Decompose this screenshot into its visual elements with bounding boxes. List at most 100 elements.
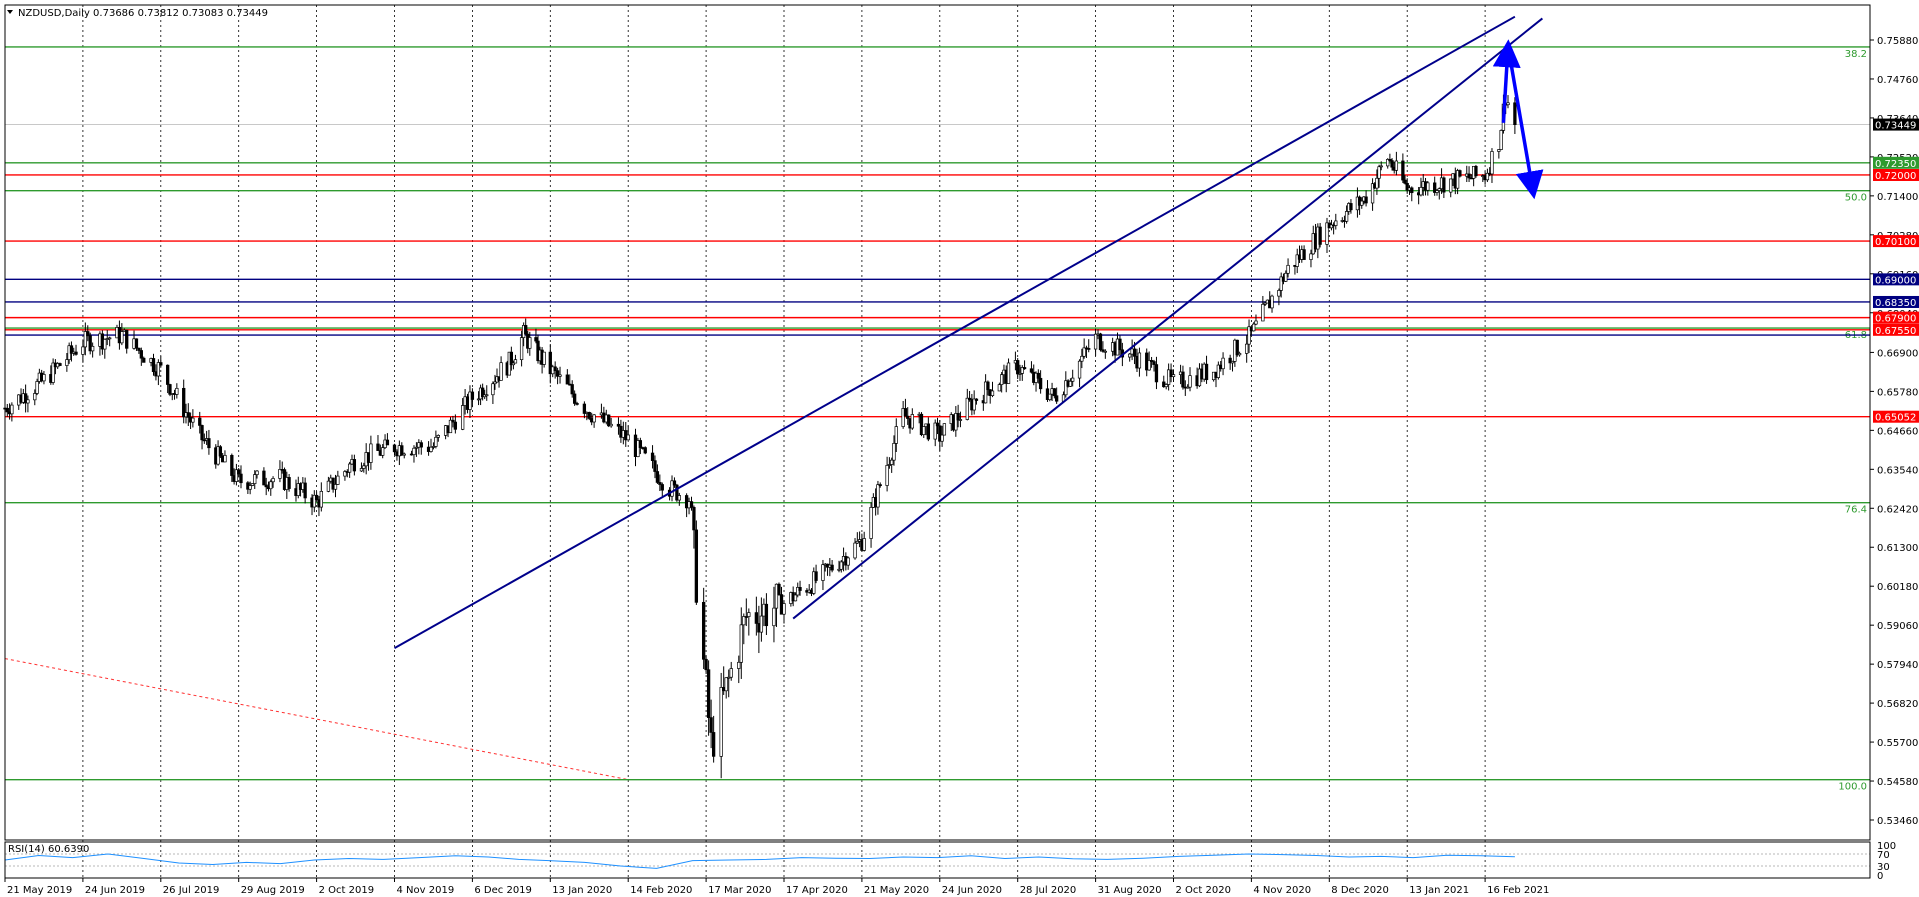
candle-body: [239, 473, 243, 484]
candle-body: [1082, 347, 1086, 357]
candle-body: [1247, 326, 1251, 345]
projection-arrow-up[interactable]: [1492, 39, 1521, 123]
candle-body: [35, 381, 39, 394]
candle-body: [470, 391, 475, 400]
candle-body: [264, 484, 268, 488]
candle-body: [729, 668, 733, 678]
candle-body: [461, 405, 465, 430]
candle-body: [910, 414, 914, 429]
candle-body: [88, 335, 92, 352]
candle-body: [972, 398, 976, 411]
candle-body: [511, 362, 516, 366]
rsi-scale-label: 0: [1877, 871, 1883, 882]
candle-body: [1474, 165, 1478, 177]
projection-arrow-down[interactable]: [1506, 45, 1544, 200]
candle-body: [90, 345, 95, 352]
candle-body: [207, 438, 211, 449]
candle-body: [103, 338, 107, 350]
candle-body: [983, 381, 988, 404]
candle-body: [812, 571, 816, 594]
candle-body: [887, 464, 892, 466]
price-level-badge: [1873, 168, 1919, 181]
price-tick-label: 0.53460: [1877, 816, 1918, 827]
candle-body: [336, 475, 340, 485]
candle-body: [653, 460, 657, 472]
candle-body: [793, 594, 798, 602]
candle-body: [837, 568, 841, 571]
candle-body: [607, 414, 611, 427]
candle-body: [412, 447, 416, 456]
candle-body: [542, 351, 546, 365]
candle-body: [448, 419, 453, 434]
price-level-badge-label: 0.69000: [1875, 275, 1916, 286]
candle-body: [954, 413, 958, 431]
rsi-indicator-label: RSI(14) 60.6390: [8, 844, 89, 855]
candle-body: [175, 387, 179, 395]
candle-body: [1054, 395, 1059, 402]
channel-upper-line[interactable]: [394, 15, 1516, 650]
candle-body: [1029, 368, 1034, 373]
rsi-line: [4, 853, 1515, 869]
candle-body: [1071, 377, 1075, 382]
candle-body: [86, 331, 90, 337]
date-tick-label: 26 Jul 2019: [163, 885, 220, 896]
candle-body: [234, 469, 239, 482]
candle-body: [1118, 338, 1122, 351]
candle-body: [1186, 386, 1190, 389]
candle-body: [69, 345, 74, 354]
dropdown-triangle-icon[interactable]: [7, 10, 13, 14]
price-tick-label: 0.56820: [1877, 699, 1918, 710]
candle-body: [198, 417, 202, 426]
candle-body: [933, 422, 937, 440]
rsi-panel-frame: [4, 841, 1871, 879]
candle-body: [704, 658, 708, 671]
candle-body: [711, 732, 716, 757]
candle-body: [1068, 380, 1073, 387]
date-tick-label: 2 Oct 2019: [319, 885, 374, 896]
candle-body: [906, 415, 910, 419]
candle-body: [796, 587, 800, 596]
dashed-trend-line[interactable]: [4, 658, 629, 781]
date-tick-label: 8 Dec 2020: [1331, 885, 1389, 896]
candle-body: [269, 481, 273, 490]
date-tick-label: 31 Aug 2020: [1098, 885, 1162, 896]
candle-body: [777, 583, 781, 595]
candle-body: [120, 331, 124, 344]
candle-body: [42, 374, 46, 382]
candle-body: [453, 421, 458, 430]
candle-body: [191, 417, 195, 423]
candle-body: [1401, 160, 1405, 181]
candle-body: [476, 398, 481, 401]
candle-body: [774, 583, 779, 609]
candle-body: [1442, 177, 1446, 193]
candle-body: [1093, 333, 1098, 350]
candle-body: [429, 446, 433, 452]
candle-body: [1499, 130, 1503, 150]
date-tick-label: 13 Jan 2020: [552, 885, 612, 896]
channel-lower-line[interactable]: [792, 17, 1544, 620]
candle-body: [1181, 371, 1185, 388]
price-tick-label: 0.75880: [1877, 36, 1918, 47]
candle-body: [747, 612, 751, 617]
candle-body: [967, 397, 972, 400]
candle-body: [137, 347, 141, 351]
candle-body: [759, 615, 764, 633]
candle-body: [853, 542, 857, 559]
main-plot-frame: [4, 4, 1871, 841]
candle-body: [885, 464, 889, 486]
candle-body: [990, 390, 995, 397]
candle-body: [168, 384, 172, 395]
candle-body: [468, 391, 472, 410]
candle-body: [1147, 360, 1151, 371]
candle-body: [890, 459, 894, 465]
candle-body: [1375, 177, 1379, 189]
candle-body: [1018, 373, 1022, 375]
candle-body: [694, 529, 699, 603]
candle-body: [376, 443, 380, 451]
candle-body: [592, 414, 596, 423]
candle-body: [692, 507, 696, 531]
candle-body: [343, 471, 347, 477]
price-tick-label: 0.71400: [1877, 192, 1918, 203]
